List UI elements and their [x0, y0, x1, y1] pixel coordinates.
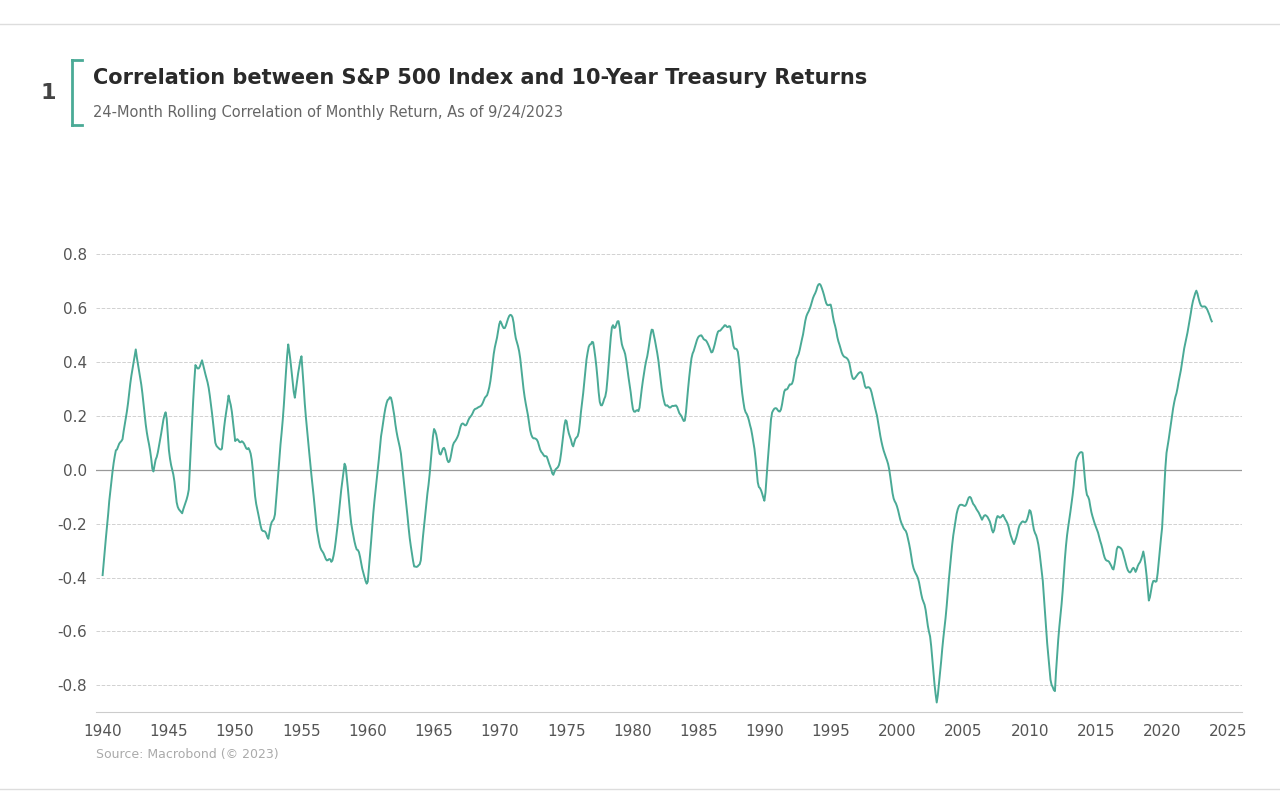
Text: Source: Macrobond (© 2023): Source: Macrobond (© 2023) — [96, 748, 279, 761]
Text: 24-Month Rolling Correlation of Monthly Return, As of 9/24/2023: 24-Month Rolling Correlation of Monthly … — [93, 105, 563, 120]
Text: Correlation between S&P 500 Index and 10-Year Treasury Returns: Correlation between S&P 500 Index and 10… — [93, 68, 868, 89]
Text: 1: 1 — [41, 83, 56, 102]
